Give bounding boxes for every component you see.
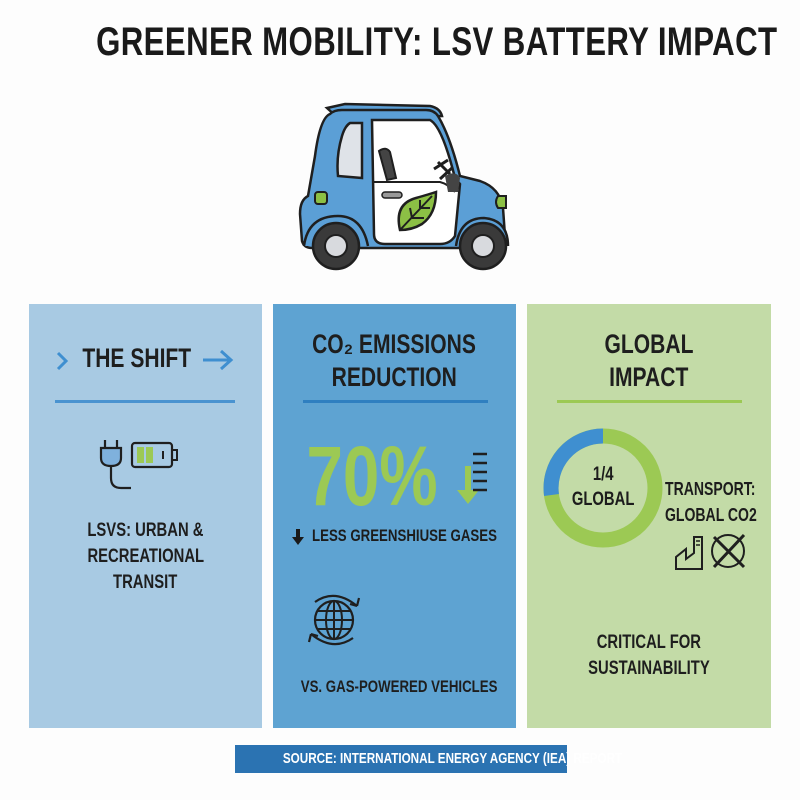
chevron-right-icon (55, 350, 69, 372)
source-citation: SOURCE: INTERNATIONAL ENERGY AGENCY (IEA… (235, 745, 622, 773)
factory-no-emissions-icon (674, 529, 750, 571)
down-arrow-icon (291, 528, 305, 546)
panel-title: GLOBAL IMPACT (604, 329, 694, 392)
divider (303, 400, 488, 403)
arrow-right-icon (201, 348, 235, 372)
donut-label: 1/4 GLOBAL (571, 464, 635, 510)
electric-car-with-leaf-icon (290, 96, 515, 271)
stat-value: 70% (306, 429, 438, 523)
panel-the-shift: THE SHIFT LSVS: URBAN & RECREATIONAL TRA… (29, 304, 262, 728)
globe-cycle-icon (301, 590, 367, 650)
page-title: GREENER MOBILITY: LSV BATTERY IMPACT (0, 20, 800, 65)
panel-footer: VS. GAS-POWERED VEHICLES (300, 677, 498, 696)
page-title-text: GREENER MOBILITY: LSV BATTERY IMPACT (96, 20, 778, 64)
panel-global-impact: GLOBAL IMPACT 1/4 GLOBAL TRANSPORT: GLOB… (527, 304, 771, 728)
panel-title: THE SHIFT (82, 343, 192, 373)
panel-body: LSVS: URBAN & RECREATIONAL TRANSIT (87, 520, 204, 593)
panel-emissions-reduction: CO₂ EMISSIONS REDUCTION 70% LESS GREENSH… (273, 304, 516, 728)
plug-battery-icon (99, 438, 183, 492)
stat-caption: LESS GREENSHIUSE GASES (291, 524, 506, 548)
divider (55, 400, 235, 403)
panel-footer: CRITICAL FOR SUSTAINABILITY (588, 632, 710, 679)
divider (557, 400, 742, 403)
side-label: TRANSPORT: GLOBAL CO2 (665, 479, 757, 525)
donut-chart: 1/4 GLOBAL (543, 428, 663, 548)
down-arrow-scale-icon (451, 448, 491, 508)
panel-title: CO₂ EMISSIONS REDUCTION (312, 329, 477, 392)
